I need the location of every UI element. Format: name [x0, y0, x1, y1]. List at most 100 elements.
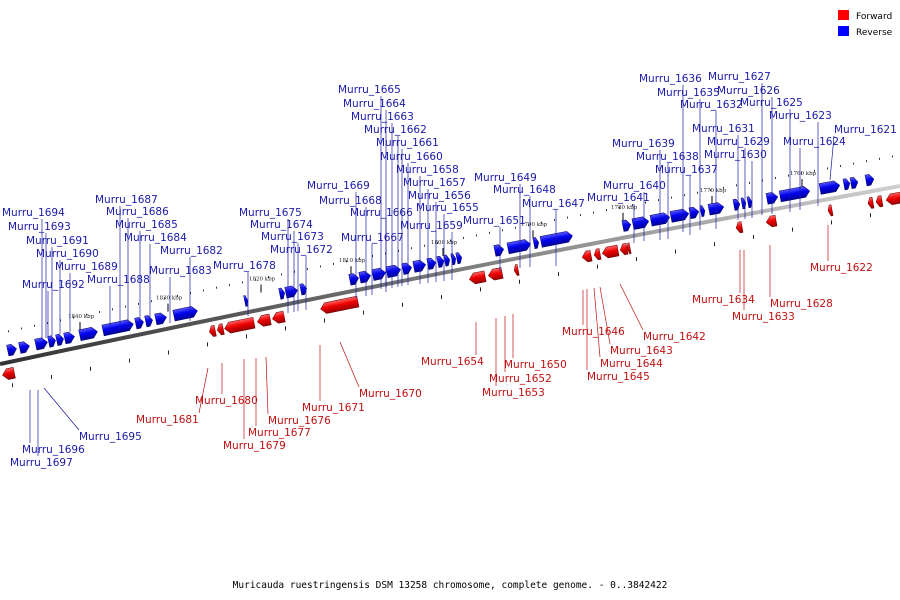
forward-gene-block[interactable]	[601, 244, 620, 259]
gene-label[interactable]: Murru_1667	[341, 232, 404, 244]
gene-label[interactable]: Murru_1697	[10, 457, 73, 469]
reverse-gene-block[interactable]	[746, 196, 753, 209]
gene-label[interactable]: Murru_1669	[307, 180, 370, 192]
gene-label[interactable]: Murru_1691	[26, 235, 89, 247]
gene-label[interactable]: Murru_1671	[302, 402, 365, 414]
gene-label[interactable]: Murru_1672	[270, 244, 333, 256]
reverse-gene-block[interactable]	[278, 287, 286, 300]
forward-gene-block[interactable]	[765, 214, 778, 228]
gene-label[interactable]: Murru_1665	[338, 84, 401, 96]
reverse-gene-block[interactable]	[864, 174, 875, 187]
reverse-gene-block[interactable]	[284, 285, 299, 299]
gene-label[interactable]: Murru_1648	[493, 184, 556, 196]
reverse-gene-block[interactable]	[34, 337, 49, 351]
gene-label[interactable]: Murru_1685	[115, 219, 178, 231]
reverse-gene-block[interactable]	[348, 273, 360, 286]
gene-label[interactable]: Murru_1683	[149, 265, 212, 277]
gene-label[interactable]: Murru_1625	[740, 97, 803, 109]
gene-label[interactable]: Murru_1632	[680, 99, 743, 111]
gene-label[interactable]: Murru_1675	[239, 207, 302, 219]
reverse-gene-block[interactable]	[688, 206, 700, 220]
gene-label[interactable]: Murru_1639	[612, 138, 675, 150]
gene-label[interactable]: Murru_1688	[87, 274, 150, 286]
gene-label[interactable]: Murru_1657	[403, 177, 466, 189]
reverse-gene-block[interactable]	[765, 191, 779, 205]
gene-label[interactable]: Murru_1655	[416, 202, 479, 214]
reverse-gene-block[interactable]	[443, 254, 451, 267]
reverse-gene-block[interactable]	[849, 176, 859, 189]
forward-gene-block[interactable]	[593, 248, 602, 261]
reverse-gene-block[interactable]	[532, 237, 540, 250]
gene-label[interactable]: Murru_1661	[376, 137, 439, 149]
gene-label[interactable]: Murru_1690	[36, 248, 99, 260]
gene-label[interactable]: Murru_1644	[600, 358, 663, 370]
reverse-gene-block[interactable]	[172, 305, 199, 322]
gene-label[interactable]: Murru_1674	[250, 219, 313, 231]
gene-label[interactable]: Murru_1682	[160, 245, 223, 257]
reverse-gene-block[interactable]	[436, 255, 445, 268]
forward-gene-block[interactable]	[513, 264, 520, 276]
gene-label[interactable]: Murru_1651	[463, 215, 526, 227]
gene-label[interactable]: Murru_1668	[319, 195, 382, 207]
reverse-gene-block[interactable]	[385, 264, 402, 279]
reverse-gene-block[interactable]	[63, 331, 76, 345]
gene-label[interactable]: Murru_1638	[636, 151, 699, 163]
gene-label[interactable]: Murru_1641	[587, 192, 650, 204]
reverse-gene-block[interactable]	[778, 186, 811, 203]
gene-label[interactable]: Murru_1640	[603, 180, 666, 192]
gene-label[interactable]: Murru_1680	[195, 395, 258, 407]
gene-label[interactable]: Murru_1687	[95, 194, 158, 206]
forward-gene-block[interactable]	[320, 295, 360, 314]
gene-label[interactable]: Murru_1654	[421, 356, 484, 368]
gene-label[interactable]: Murru_1628	[770, 298, 833, 310]
gene-label[interactable]: Murru_1634	[692, 294, 755, 306]
gene-label[interactable]: Murru_1696	[22, 444, 85, 456]
reverse-gene-block[interactable]	[299, 283, 308, 296]
reverse-gene-block[interactable]	[699, 205, 706, 217]
reverse-gene-block[interactable]	[55, 333, 65, 346]
gene-label[interactable]: Murru_1681	[136, 414, 199, 426]
gene-label[interactable]: Murru_1629	[707, 136, 770, 148]
gene-label[interactable]: Murru_1627	[708, 71, 771, 83]
gene-label[interactable]: Murru_1626	[717, 85, 780, 97]
reverse-gene-block[interactable]	[455, 252, 463, 265]
gene-label[interactable]: Murru_1621	[834, 124, 897, 136]
gene-label[interactable]: Murru_1652	[489, 373, 552, 385]
gene-label[interactable]: Murru_1650	[504, 359, 567, 371]
gene-label[interactable]: Murru_1643	[610, 345, 673, 357]
gene-label[interactable]: Murru_1623	[769, 110, 832, 122]
reverse-gene-block[interactable]	[144, 315, 154, 328]
forward-gene-block[interactable]	[827, 204, 834, 217]
gene-label[interactable]: Murru_1630	[704, 149, 767, 161]
gene-label[interactable]: Murru_1633	[732, 311, 795, 323]
gene-label[interactable]: Murru_1694	[2, 207, 65, 219]
reverse-gene-block[interactable]	[412, 259, 427, 273]
reverse-gene-block[interactable]	[134, 317, 145, 330]
gene-label[interactable]: Murru_1656	[408, 190, 471, 202]
gene-label[interactable]: Murru_1653	[482, 387, 545, 399]
gene-label[interactable]: Murru_1686	[106, 206, 169, 218]
reverse-gene-block[interactable]	[358, 270, 372, 284]
reverse-gene-block[interactable]	[401, 262, 413, 275]
gene-label[interactable]: Murru_1664	[343, 98, 406, 110]
reverse-gene-block[interactable]	[154, 312, 168, 326]
forward-gene-block[interactable]	[619, 243, 629, 256]
gene-label[interactable]: Murru_1692	[22, 279, 85, 291]
gene-label[interactable]: Murru_1658	[396, 164, 459, 176]
reverse-gene-block[interactable]	[47, 335, 57, 348]
gene-label[interactable]: Murru_1693	[8, 221, 71, 233]
gene-label[interactable]: Murru_1636	[639, 73, 702, 85]
reverse-gene-block[interactable]	[732, 198, 741, 211]
reverse-gene-block[interactable]	[18, 341, 31, 354]
gene-label[interactable]: Murru_1676	[268, 415, 331, 427]
reverse-gene-block[interactable]	[371, 267, 387, 281]
reverse-gene-block[interactable]	[631, 216, 650, 230]
gene-label[interactable]: Murru_1662	[364, 124, 427, 136]
gene-label[interactable]: Murru_1679	[223, 440, 286, 452]
reverse-gene-block[interactable]	[818, 180, 841, 195]
gene-label[interactable]: Murru_1622	[810, 262, 873, 274]
reverse-gene-block[interactable]	[101, 319, 135, 337]
reverse-gene-block[interactable]	[78, 326, 99, 342]
gene-label[interactable]: Murru_1660	[380, 151, 443, 163]
gene-label[interactable]: Murru_1645	[587, 371, 650, 383]
